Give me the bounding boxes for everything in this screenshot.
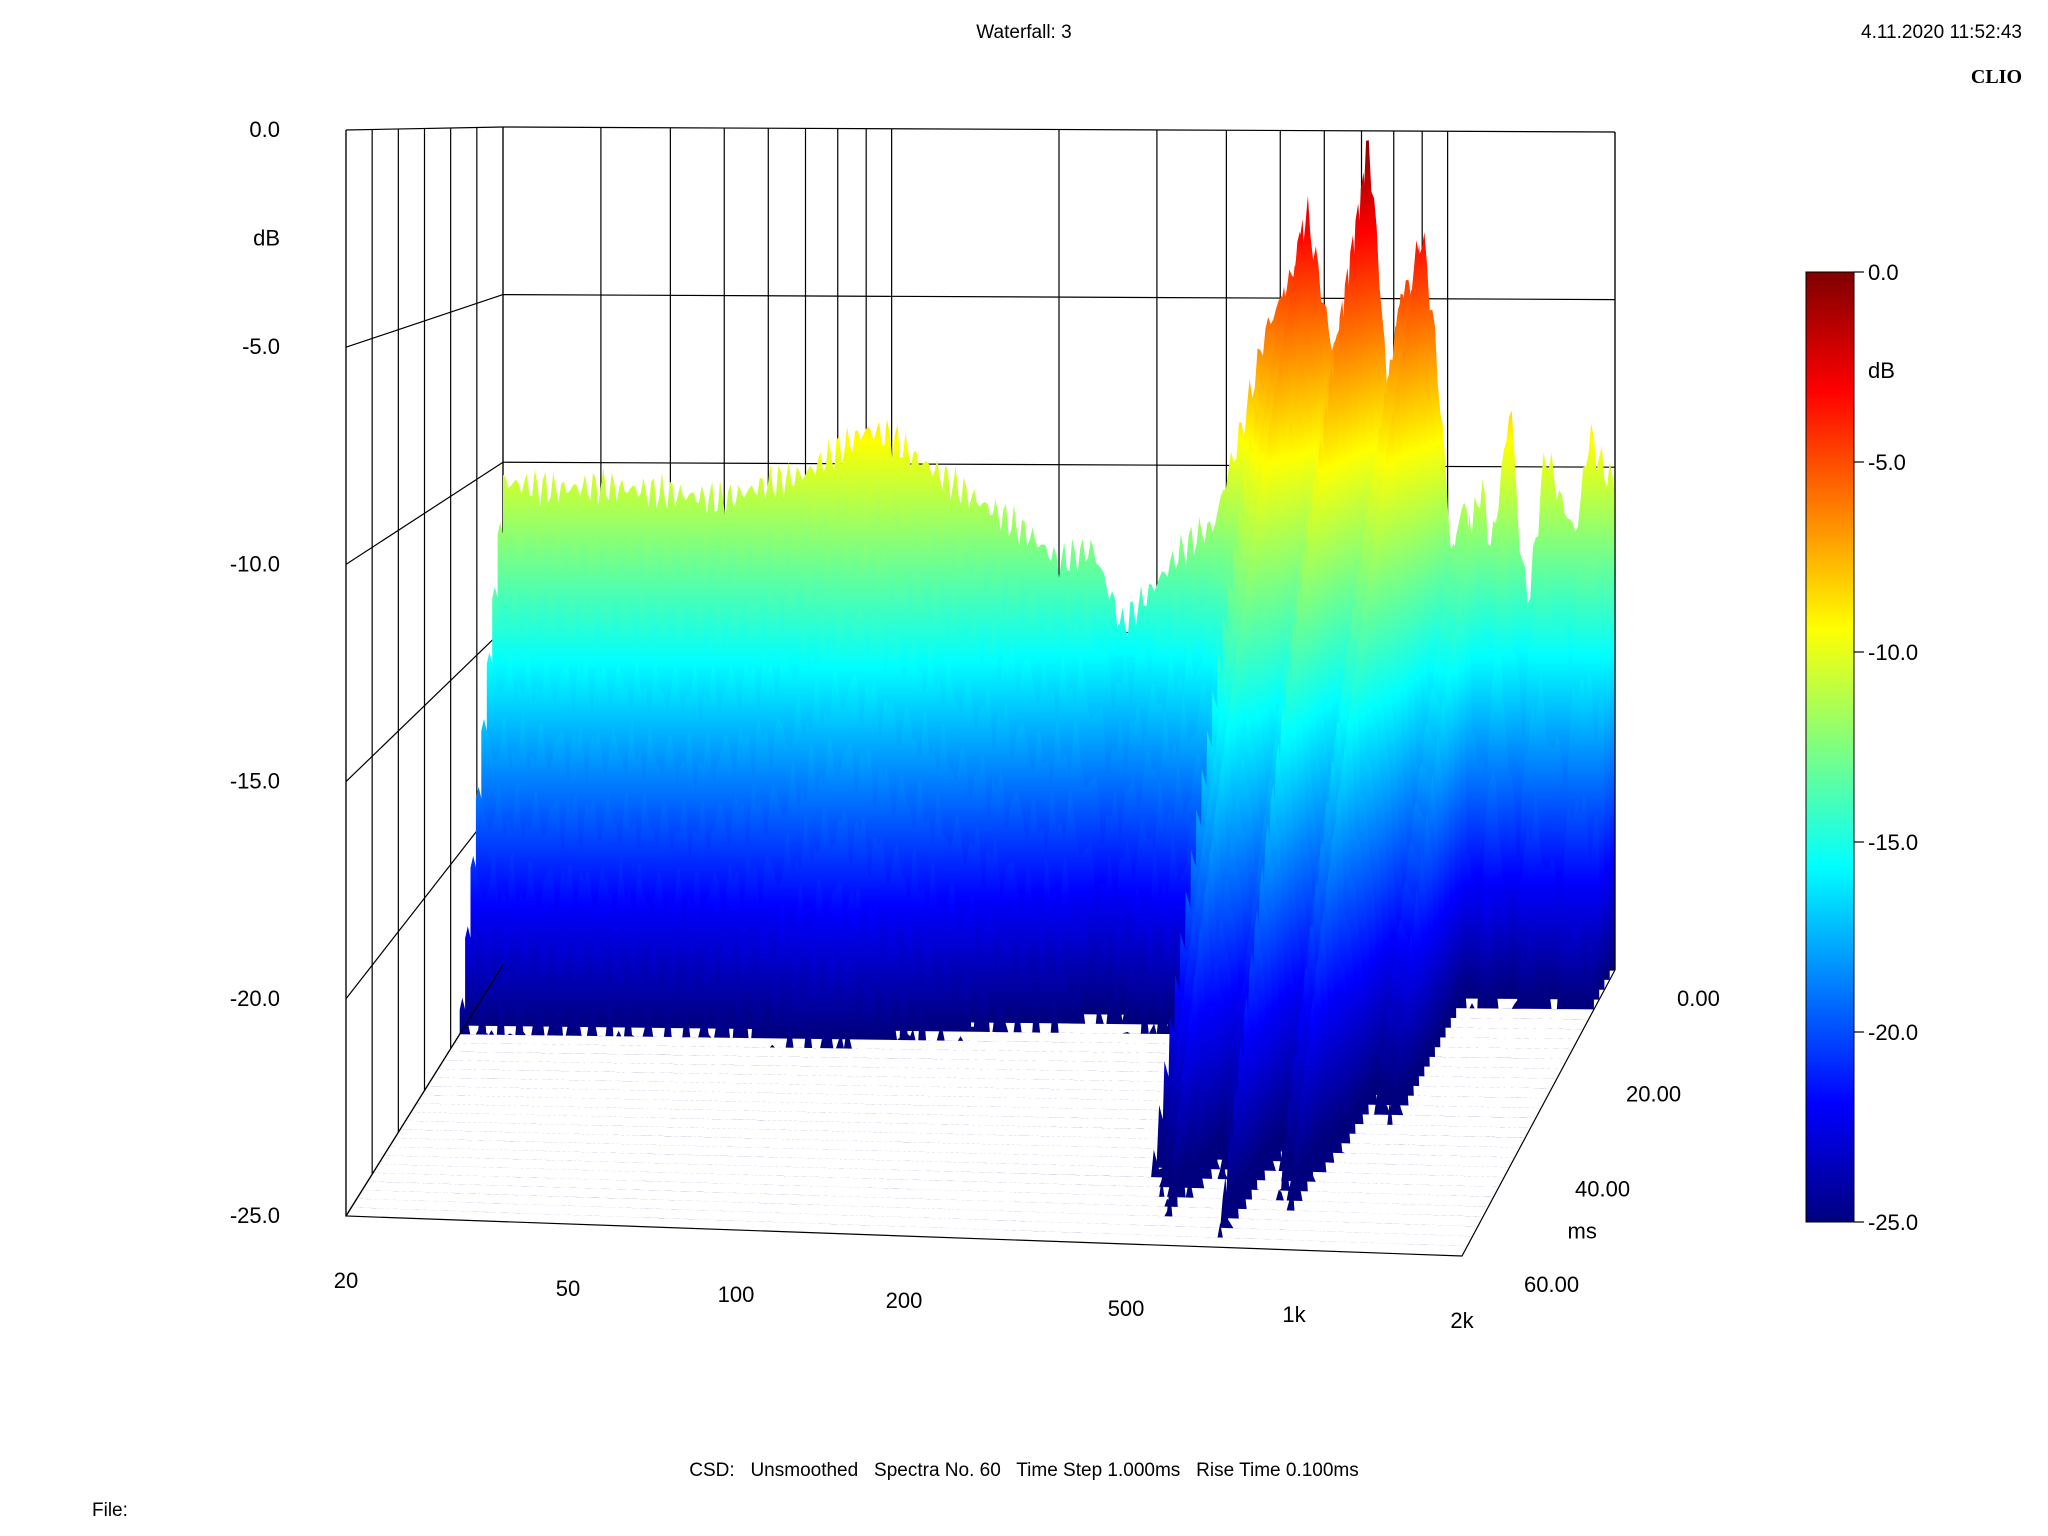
grid-line-side: [345, 126, 504, 131]
spectrum-slice: [356, 1176, 1473, 1237]
brand-logo: CLIO: [1970, 66, 2022, 88]
colorbar-unit-label: dB: [1868, 358, 1895, 383]
spectrum-slice: [400, 824, 1515, 1158]
axis-labels: 0.0 -5.0 -10.0 -15.0 -20.0 -25.0 dB 20 50 100 200 5…: [230, 117, 1720, 1333]
grid-line-db: [502, 294, 1616, 301]
freq-tick-label: 1k: [1282, 1302, 1306, 1327]
file-label: File:: [92, 1500, 128, 1521]
grid-line-db: [502, 126, 1616, 133]
colorbar: 0.0 -5.0 -10.0 -15.0 -20.0 -25.0 dB: [1805, 260, 1918, 1235]
colorbar-gradient: [1805, 271, 1855, 1223]
time-tick-label: 40.00: [1575, 1177, 1630, 1202]
axes-frame: [344, 130, 1616, 1257]
colorbar-tick-label: 0.0: [1868, 260, 1899, 285]
colorbar-tick-label: -20.0: [1868, 1020, 1918, 1045]
time-tick-label: 60.00: [1524, 1272, 1579, 1297]
time-tick-label: 20.00: [1626, 1081, 1681, 1106]
waterfall-surface: [346, 140, 1615, 1256]
db-tick-label: -20.0: [230, 986, 280, 1011]
colorbar-tick-label: -5.0: [1868, 450, 1906, 475]
floor-edge: [344, 964, 1616, 1257]
grid-line-side: [345, 461, 504, 565]
freq-tick-label: 100: [718, 1282, 755, 1307]
db-tick-label: 0.0: [249, 117, 280, 142]
timestamp: 4.11.2020 11:52:43: [1861, 22, 2022, 43]
freq-tick-label: 2k: [1450, 1308, 1474, 1333]
freq-tick-label: 50: [556, 1276, 580, 1301]
spectrum-slice: [394, 866, 1510, 1168]
time-unit-label: ms: [1568, 1218, 1597, 1243]
chart-title: Waterfall: 3: [976, 22, 1072, 43]
colorbar-tick-label: -15.0: [1868, 830, 1918, 855]
grid-line-side: [345, 629, 504, 783]
spectrum-slice: [351, 1207, 1468, 1247]
freq-tick-label: 500: [1108, 1296, 1145, 1321]
db-tick-label: -10.0: [230, 551, 280, 576]
freq-tick-label: 200: [886, 1288, 923, 1313]
time-tick-label: 0.00: [1677, 986, 1720, 1011]
db-tick-label: -5.0: [242, 334, 280, 359]
colorbar-tick-label: -10.0: [1868, 640, 1918, 665]
db-unit-label: dB: [253, 226, 280, 251]
grid-line-side: [345, 294, 504, 348]
freq-tick-label: 20: [334, 1268, 358, 1293]
db-tick-label: -25.0: [230, 1203, 280, 1228]
colorbar-tick-label: -25.0: [1868, 1210, 1918, 1235]
measurement-info: CSD: Unsmoothed Spectra No. 60 Time Step…: [689, 1460, 1359, 1481]
db-tick-label: -15.0: [230, 769, 280, 794]
